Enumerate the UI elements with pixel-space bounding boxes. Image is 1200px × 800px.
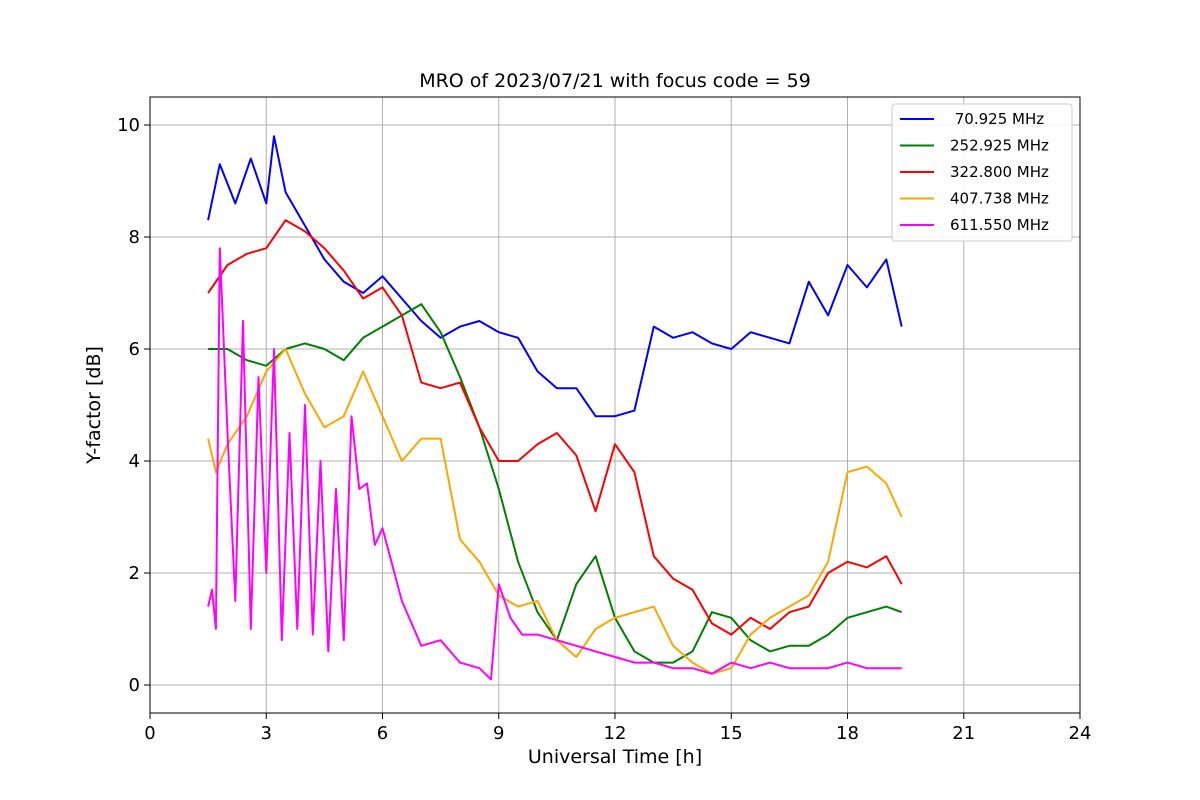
x-axis-label: Universal Time [h] xyxy=(528,746,702,768)
legend-label-4: 611.550 MHz xyxy=(950,216,1049,234)
legend-label-3: 407.738 MHz xyxy=(950,190,1049,208)
series-layer xyxy=(207,135,903,681)
y-tick-label: 4 xyxy=(129,451,140,472)
legend: 70.925 MHz 252.925 MHz 322.800 MHz 407.738 … xyxy=(891,103,1073,242)
legend-label-2: 322.800 MHz xyxy=(950,163,1049,181)
y-tick-label: 0 xyxy=(129,675,140,696)
x-tick-label: 0 xyxy=(144,723,155,744)
series-line-0 xyxy=(207,135,903,418)
x-tick-label: 12 xyxy=(604,723,627,744)
legend-label-1: 252.925 MHz xyxy=(950,137,1049,155)
series-line-2 xyxy=(207,219,903,636)
x-tick-label: 18 xyxy=(836,723,859,744)
x-tick-label: 15 xyxy=(720,723,743,744)
x-tick-label: 24 xyxy=(1069,723,1092,744)
x-tick-label: 6 xyxy=(377,723,388,744)
legend-box xyxy=(891,103,1073,242)
legend-label-0: 70.925 MHz xyxy=(950,110,1044,128)
y-tick-label: 2 xyxy=(129,563,140,584)
y-tick-label: 10 xyxy=(117,115,140,136)
x-tick-label: 3 xyxy=(261,723,272,744)
series-line-3 xyxy=(207,348,903,675)
y-axis-label: Y-factor [dB] xyxy=(83,346,105,465)
series-line-4 xyxy=(207,247,902,681)
x-tick-label: 21 xyxy=(952,723,975,744)
x-tick-label: 9 xyxy=(493,723,504,744)
chart-title: MRO of 2023/07/21 with focus code = 59 xyxy=(419,70,811,92)
y-tick-label: 8 xyxy=(129,227,140,248)
y-tick-label: 6 xyxy=(129,339,140,360)
